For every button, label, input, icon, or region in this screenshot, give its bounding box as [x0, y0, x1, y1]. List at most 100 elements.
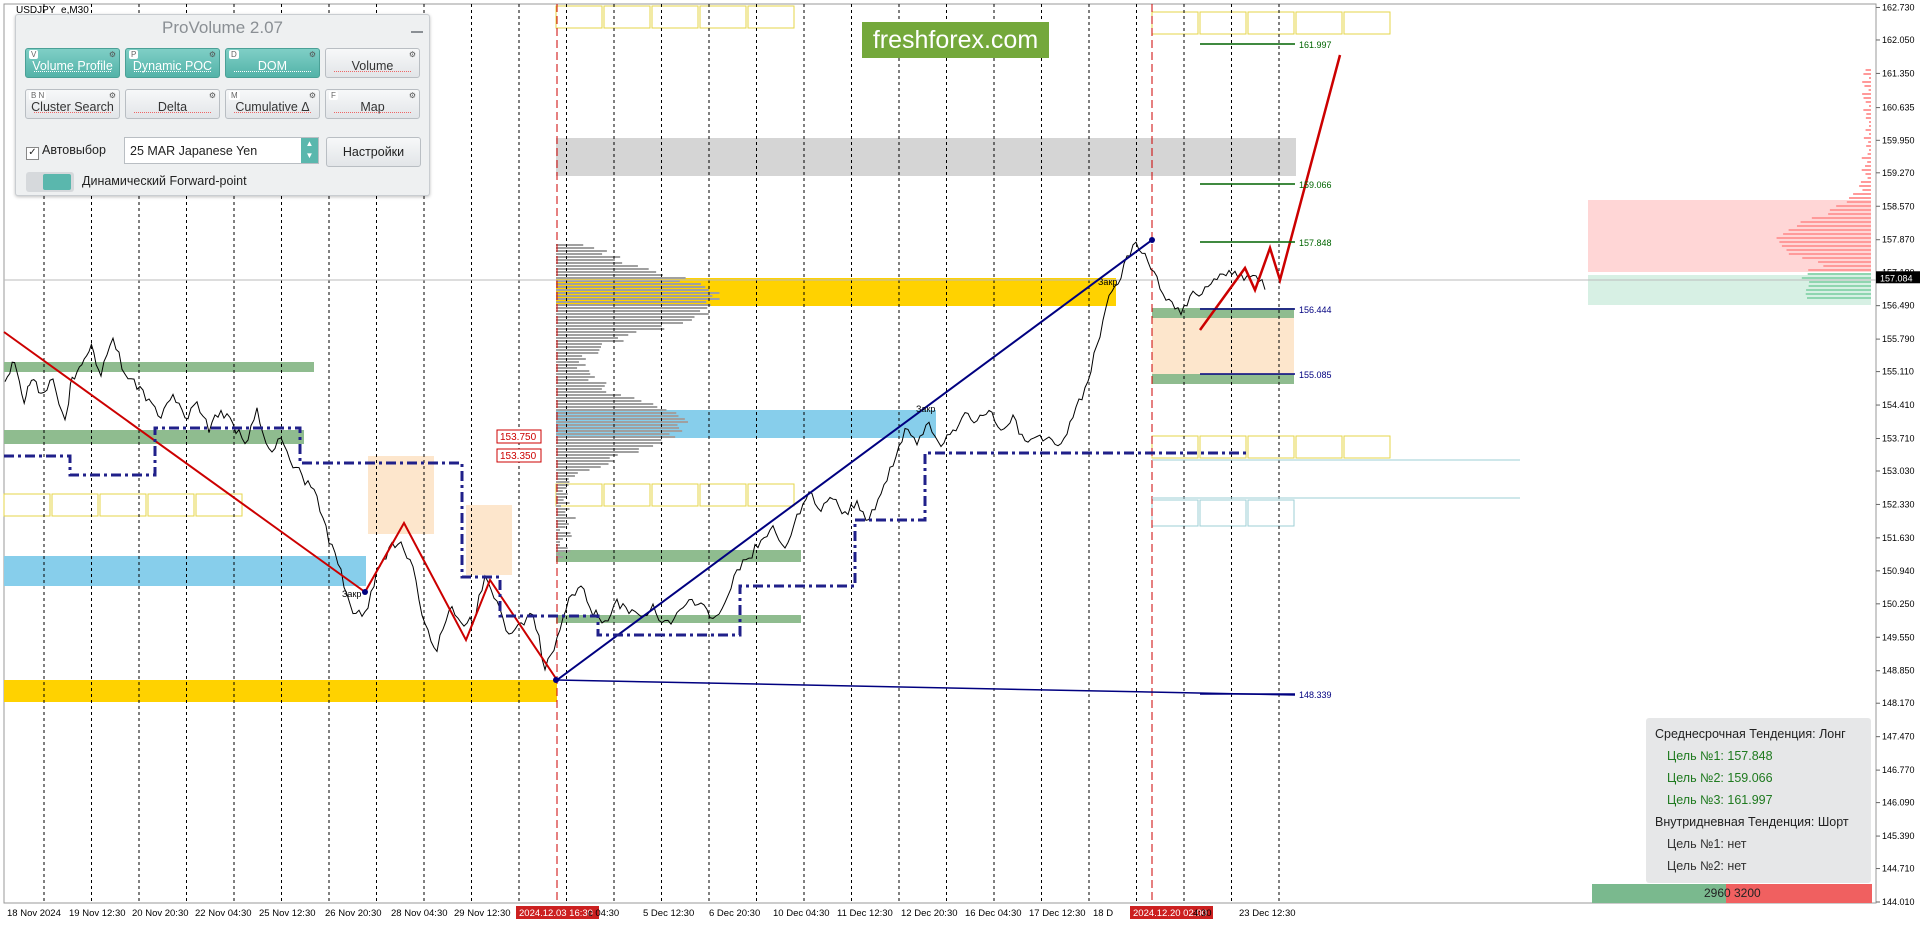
sell-count: 3200	[1734, 886, 1761, 900]
level-label: 148.339	[1299, 690, 1332, 700]
check-icon: ✓	[26, 147, 39, 160]
gear-icon[interactable]: ⚙	[409, 91, 416, 100]
pivot-dot	[362, 589, 368, 595]
y-tick-label: 150.250	[1882, 599, 1915, 609]
x-tick-label: 4:30	[1193, 908, 1212, 919]
x-tick-label: 22 Nov 04:30	[195, 908, 252, 919]
y-tick-label: 151.630	[1882, 533, 1915, 543]
gear-icon[interactable]: ⚙	[309, 50, 316, 59]
gear-icon[interactable]: ⚙	[309, 91, 316, 100]
gear-icon[interactable]: ⚙	[209, 91, 216, 100]
panel-title: ProVolume 2.07	[16, 18, 429, 38]
y-tick-label: 158.570	[1882, 201, 1915, 211]
panel-button-cluster-search[interactable]: Cluster Search B N ⚙	[25, 89, 120, 119]
instrument-value: 25 MAR Japanese Yen	[130, 144, 257, 158]
y-tick-label: 149.550	[1882, 632, 1915, 642]
panel-button-volume[interactable]: Volume ⚙	[325, 48, 420, 78]
panel-button-volume-profile[interactable]: Volume Profile V ⚙	[25, 48, 120, 78]
panel-button-cumulative-[interactable]: Cumulative Δ M ⚙	[225, 89, 320, 119]
zone-rect	[4, 556, 366, 586]
y-tick-label: 152.330	[1882, 499, 1915, 509]
indicator-dots	[234, 71, 311, 74]
zone-rect	[4, 362, 314, 372]
x-tick-label: 16 Dec 04:30	[965, 908, 1022, 919]
annotation-label: Закр	[916, 404, 935, 414]
zone-rect	[1152, 308, 1294, 384]
instrument-select[interactable]: 25 MAR Japanese Yen ▲ ▼	[124, 137, 319, 164]
zone-rect	[4, 680, 557, 702]
zone-rect	[1152, 374, 1294, 384]
y-tick-label: 147.470	[1882, 732, 1915, 742]
boxed-price: 153.750	[500, 432, 537, 443]
provolume-panel: ProVolume 2.07 Volume Profile V ⚙ Dynamic P…	[15, 14, 430, 196]
x-tick-label: 18 D	[1093, 908, 1113, 919]
panel-button-map[interactable]: Map F ⚙	[325, 89, 420, 119]
x-tick-label: 25 Nov 12:30	[259, 908, 316, 919]
pivot-dot	[553, 677, 559, 683]
indicator-dots	[334, 112, 411, 115]
hotkey-label: B N	[29, 91, 46, 100]
annotation-label: Закр	[342, 589, 361, 599]
gear-icon[interactable]: ⚙	[109, 50, 116, 59]
y-tick-label: 148.170	[1882, 698, 1915, 708]
y-tick-label: 154.410	[1882, 400, 1915, 410]
auto-select-checkbox[interactable]: ✓ Автовыбор	[26, 143, 106, 160]
forward-point-label: Динамический Forward-point	[82, 174, 247, 188]
gear-icon[interactable]: ⚙	[409, 50, 416, 59]
indicator-dots	[34, 112, 111, 115]
time-axis: 18 Nov 2024 19 Nov 12:30 20 Nov 20:30 22 No…	[4, 903, 1876, 919]
x-tick-label: 6 Dec 20:30	[709, 908, 760, 919]
y-tick-label: 162.050	[1882, 35, 1915, 45]
indicator-dots	[134, 112, 211, 115]
x-tick-label: 29 Nov 12:30	[454, 908, 511, 919]
indicator-dots	[34, 71, 111, 74]
x-tick-label: 12 Dec 20:30	[901, 908, 958, 919]
freshforex-logo[interactable]: freshforex.com	[862, 22, 1049, 58]
level-label: 159.066	[1299, 180, 1332, 190]
y-tick-label: 148.850	[1882, 666, 1915, 676]
forward-point-toggle[interactable]	[26, 172, 74, 192]
x-tick-label: 11 Dec 12:30	[837, 908, 893, 919]
y-tick-label: 155.790	[1882, 334, 1915, 344]
gear-icon[interactable]: ⚙	[209, 50, 216, 59]
x-tick-label: 2024.12.03 16:30	[519, 908, 593, 919]
x-tick-label: 17 Dec 12:30	[1029, 908, 1086, 919]
indicator-dots	[234, 112, 311, 115]
level-label: 157.848	[1299, 238, 1332, 248]
minimize-icon[interactable]	[411, 21, 423, 33]
level-label: 156.444	[1299, 305, 1332, 315]
y-tick-label: 156.490	[1882, 301, 1915, 311]
x-tick-label: 28 Nov 04:30	[391, 908, 448, 919]
hotkey-label: D	[229, 50, 239, 59]
y-tick-label: 160.635	[1882, 103, 1915, 113]
y-tick-label: 157.870	[1882, 235, 1915, 245]
spin-arrows-icon[interactable]: ▲ ▼	[301, 138, 318, 163]
hotkey-label: F	[329, 91, 338, 100]
panel-button-dom[interactable]: DOM D ⚙	[225, 48, 320, 78]
x-tick-label: 18 Nov 2024	[7, 908, 61, 919]
y-tick-label: 162.730	[1882, 2, 1915, 12]
hotkey-label: V	[29, 50, 38, 59]
annotation-label: Закр	[1098, 277, 1117, 287]
toggle-knob	[43, 174, 71, 190]
target-3: Цель №3: 161.997	[1646, 793, 1892, 807]
trend-info-box: Среднесрочная Тенденция: Лонг Цель №1: 1…	[1646, 718, 1871, 883]
auto-select-label: Автовыбор	[42, 143, 106, 157]
gear-icon[interactable]: ⚙	[109, 91, 116, 100]
buy-sell-bar: 2960 3200	[1592, 884, 1872, 903]
panel-button-delta[interactable]: Delta ⚙	[125, 89, 220, 119]
intraday-target-1: Цель №1: нет	[1646, 837, 1892, 851]
x-tick-label: 26 Nov 20:30	[325, 908, 382, 919]
y-tick-label: 153.030	[1882, 466, 1915, 476]
current-price-label: 157.084	[1880, 273, 1913, 283]
settings-button[interactable]: Настройки	[326, 137, 421, 167]
x-tick-label: 20 Nov 20:30	[132, 908, 189, 919]
indicator-dots	[334, 71, 411, 74]
medium-trend: Среднесрочная Тенденция: Лонг	[1646, 727, 1880, 741]
intraday-trend: Внутридневная Тенденция: Шорт	[1646, 815, 1880, 829]
y-tick-label: 159.270	[1882, 168, 1915, 178]
intraday-target-2: Цель №2: нет	[1646, 859, 1892, 873]
zone-rect	[466, 505, 512, 575]
zone-rect	[556, 138, 1296, 176]
panel-button-dynamic-poc[interactable]: Dynamic POC P ⚙	[125, 48, 220, 78]
